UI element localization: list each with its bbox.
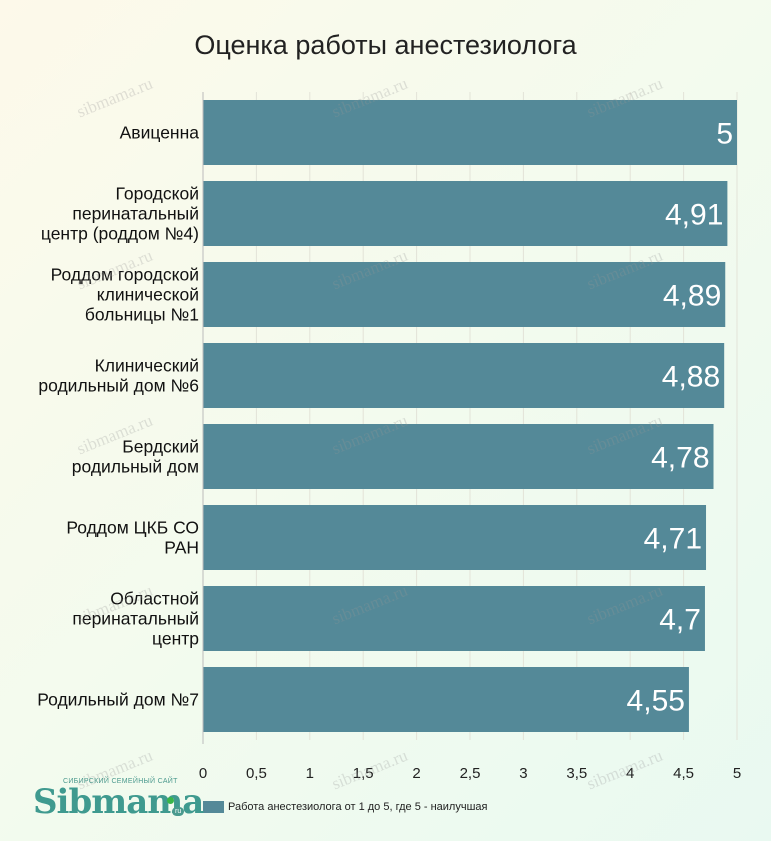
bar-value-label-0: 5 [716, 118, 733, 151]
x-tick-label-3: 1,5 [353, 765, 374, 782]
category-label-4: Бердский родильный дом [72, 437, 199, 477]
bar-6 [203, 586, 705, 651]
bar-5 [203, 505, 707, 570]
bar-value-label-3: 4,88 [662, 361, 720, 394]
category-label-3: Клинический родильный дом №6 [38, 356, 199, 396]
logo-suffix: ru [172, 807, 185, 816]
x-tick-label-7: 3,5 [566, 765, 587, 782]
logo-dot-icon [167, 797, 174, 804]
legend: Работа анестезиолога от 1 до 5, где 5 - … [203, 801, 487, 813]
logo-text: Sibmama [33, 782, 204, 822]
bar-value-label-2: 4,89 [663, 280, 721, 313]
category-label-1: Городской перинатальный центр (роддом №4) [41, 184, 199, 244]
x-tick-label-1: 0,5 [246, 765, 267, 782]
bar-value-label-5: 4,71 [644, 523, 702, 556]
x-tick-label-0: 0 [199, 765, 207, 782]
logo-tagline: СИБИРСКИЙ СЕМЕЙНЫЙ САЙТ [63, 778, 178, 785]
bar-value-label-7: 4,55 [627, 685, 685, 718]
category-label-0: Авиценна [120, 123, 200, 143]
chart-title: Оценка работы анестезиолога [194, 30, 577, 60]
category-label-6: Областной перинатальный центр [72, 589, 199, 649]
x-tick-label-9: 4,5 [673, 765, 694, 782]
x-tick-label-6: 3 [519, 765, 527, 782]
x-tick-label-10: 5 [733, 765, 741, 782]
bar-7 [203, 667, 689, 732]
bar-4 [203, 424, 714, 489]
category-label-2: Роддом городской клинической больницы №1 [51, 265, 199, 325]
category-label-7: Родильный дом №7 [37, 690, 199, 710]
bar-3 [203, 343, 725, 408]
category-label-5: Роддом ЦКБ СО РАН [66, 518, 199, 558]
bar-2 [203, 262, 726, 327]
bar-0 [203, 100, 737, 165]
x-tick-label-8: 4 [626, 765, 634, 782]
x-tick-label-5: 2,5 [460, 765, 481, 782]
x-tick-label-4: 2 [412, 765, 420, 782]
bar-value-label-4: 4,78 [651, 442, 709, 475]
sibmama-logo: СИБИРСКИЙ СЕМЕЙНЫЙ САЙТ Sibmama ru [33, 776, 204, 826]
x-tick-label-2: 1 [306, 765, 314, 782]
bar-value-label-1: 4,91 [665, 199, 723, 232]
legend-swatch [203, 801, 224, 813]
bar-1 [203, 181, 728, 246]
bar-value-label-6: 4,7 [659, 604, 701, 637]
legend-label: Работа анестезиолога от 1 до 5, где 5 - … [228, 801, 488, 813]
